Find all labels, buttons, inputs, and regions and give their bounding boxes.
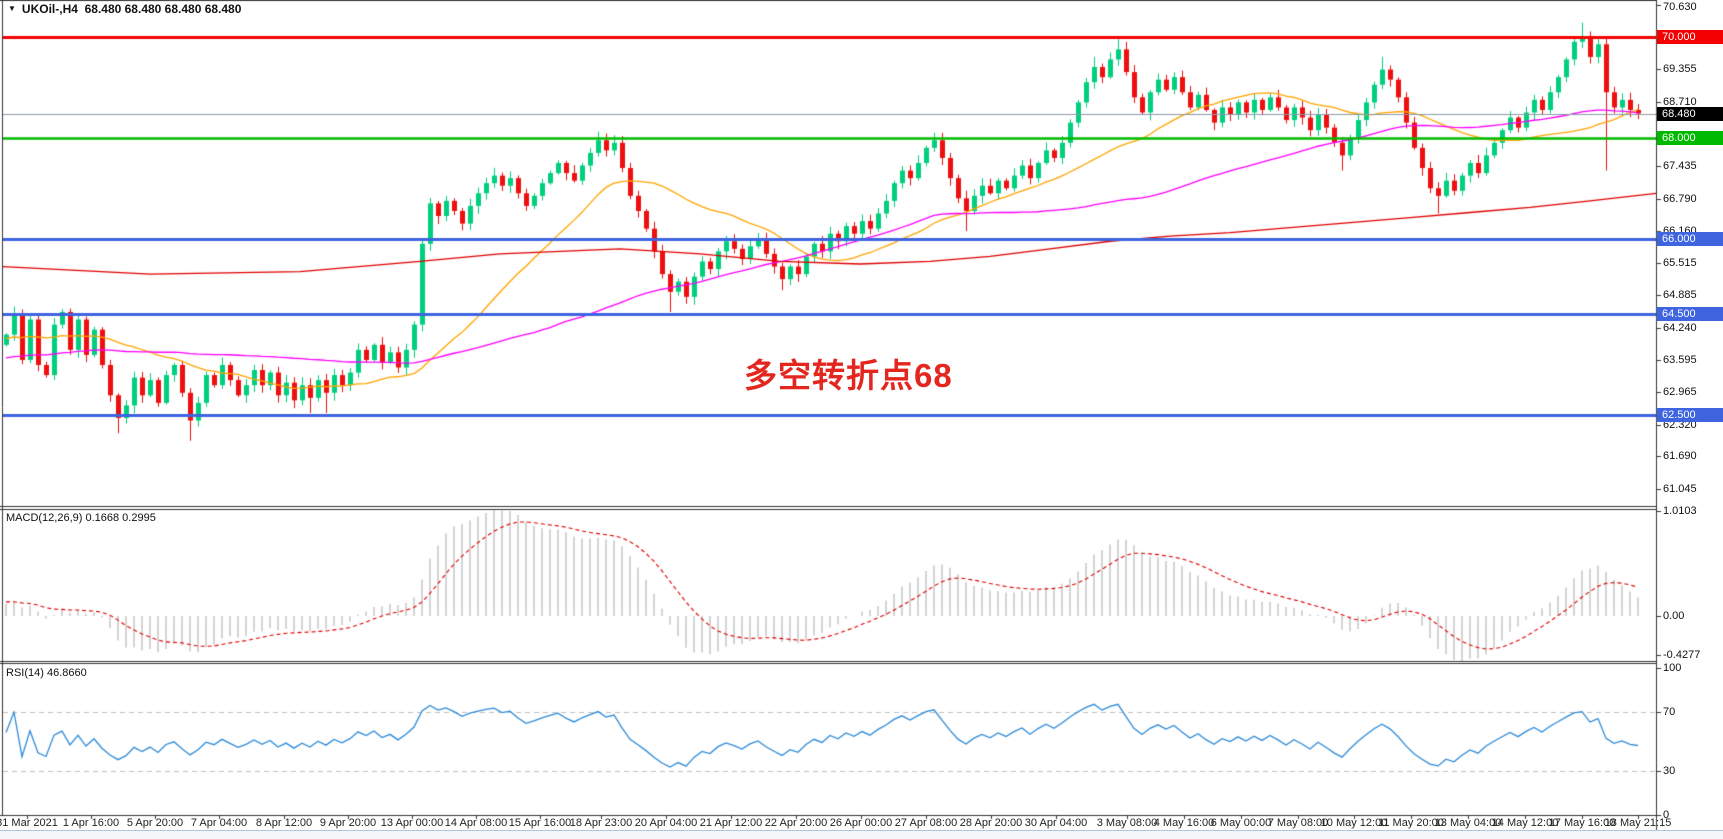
- bottom-strip: [0, 830, 1723, 839]
- macd-indicator-label: MACD(12,26,9) 0.1668 0.2995: [6, 512, 156, 524]
- chart-title-bar[interactable]: ▼ UKOil-,H4 68.480 68.480 68.480 68.480: [8, 2, 241, 16]
- rsi-indicator-label: RSI(14) 46.8660: [6, 667, 87, 679]
- chart-text-annotation: 多空转折点68: [744, 357, 953, 394]
- down-triangle-icon[interactable]: ▼: [8, 4, 16, 13]
- chart-symbol-title: UKOil-,H4 68.480 68.480 68.480 68.480: [21, 2, 242, 16]
